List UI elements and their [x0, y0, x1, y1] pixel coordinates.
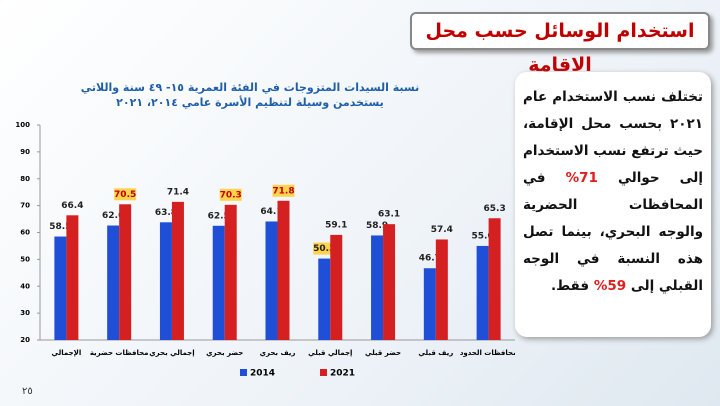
value-label: 70.3 — [220, 190, 242, 200]
note-text: تختلف نسب الاستخدام عام ٢٠٢١ بحسب محل ال… — [523, 89, 703, 186]
bar — [277, 200, 290, 340]
bar — [171, 201, 184, 340]
value-label: 46.7 — [419, 254, 441, 264]
bar — [265, 221, 278, 340]
bar — [476, 245, 489, 340]
label-highlight — [272, 184, 295, 197]
value-label: 50.3 — [313, 244, 335, 254]
label-highlight — [219, 188, 242, 201]
legend-swatch — [240, 369, 247, 376]
chart-title: يستخدمن وسيلة لتنظيم الأسرة عامي ٢٠١٤، ٢… — [116, 95, 384, 109]
y-tick-label: 70 — [20, 202, 30, 210]
bar — [54, 236, 67, 340]
legend-label: 2021 — [330, 369, 355, 379]
y-tick-label: 80 — [20, 175, 30, 183]
note-highlight: 59% — [593, 278, 627, 294]
bar — [423, 268, 436, 340]
bar — [159, 222, 172, 340]
note-text: فقط. — [550, 278, 594, 294]
y-tick-label: 90 — [20, 148, 30, 156]
x-tick-label: محافظات الحدود — [460, 349, 515, 357]
value-label: 55.0 — [472, 231, 494, 241]
y-tick-label: 20 — [20, 336, 30, 344]
y-tick-label: 50 — [20, 255, 30, 263]
value-label: 66.4 — [61, 201, 83, 211]
bar — [119, 204, 132, 340]
x-tick-label: ريف بحري — [260, 349, 296, 357]
bar — [488, 218, 501, 340]
bar — [224, 204, 237, 340]
value-label: 62.5 — [208, 211, 230, 221]
chart: نسبة السيدات المتزوجات في الفئة العمرية … — [15, 81, 515, 379]
value-label: 71.4 — [167, 187, 189, 197]
y-tick-label: 100 — [15, 121, 30, 129]
x-tick-label: الإجمالي — [52, 349, 82, 357]
y-tick-label: 30 — [20, 309, 30, 317]
value-label: 64.1 — [260, 207, 282, 217]
chart-title: نسبة السيدات المتزوجات في الفئة العمرية … — [81, 81, 420, 94]
value-label: 58.5 — [49, 222, 71, 232]
value-label: 59.1 — [325, 220, 347, 230]
bar — [107, 225, 120, 340]
value-label: 57.4 — [431, 225, 453, 235]
value-label: 71.8 — [272, 186, 294, 196]
y-tick-label: 40 — [20, 282, 30, 290]
value-label: 65.3 — [484, 204, 506, 214]
bar — [212, 225, 225, 340]
bar — [66, 215, 79, 340]
x-tick-label: ريف قبلي — [418, 349, 453, 357]
x-tick-label: حضر قبلي — [365, 349, 401, 357]
x-tick-label: حضر بحري — [206, 349, 243, 357]
label-highlight — [114, 188, 137, 201]
bar — [371, 235, 384, 340]
value-label: 62.6 — [102, 211, 124, 221]
bar — [330, 234, 343, 340]
legend-label: 2014 — [250, 369, 275, 379]
x-tick-label: محافظات حضرية — [90, 349, 149, 357]
note-highlight: 71% — [565, 170, 598, 186]
slide-title: استخدام الوسائل حسب محل الاقامة — [410, 12, 710, 76]
y-tick-label: 60 — [20, 229, 30, 237]
note-text: في المحافظات الحضرية والوجه البحري، بينم… — [523, 170, 703, 294]
legend-swatch — [320, 369, 327, 376]
bar — [318, 258, 331, 340]
x-tick-label: إجمالي بحري — [149, 349, 194, 357]
value-label: 63.1 — [378, 210, 400, 220]
bar — [383, 224, 396, 340]
value-label: 63.8 — [155, 208, 177, 218]
x-tick-label: إجمالي قبلي — [308, 349, 352, 357]
value-label: 70.5 — [114, 190, 136, 200]
page-number: ٢٥ — [22, 386, 33, 397]
label-highlight — [313, 242, 336, 255]
note-box: تختلف نسب الاستخدام عام ٢٠٢١ بحسب محل ال… — [515, 72, 711, 337]
value-label: 58.9 — [366, 221, 388, 231]
bar — [435, 239, 448, 340]
